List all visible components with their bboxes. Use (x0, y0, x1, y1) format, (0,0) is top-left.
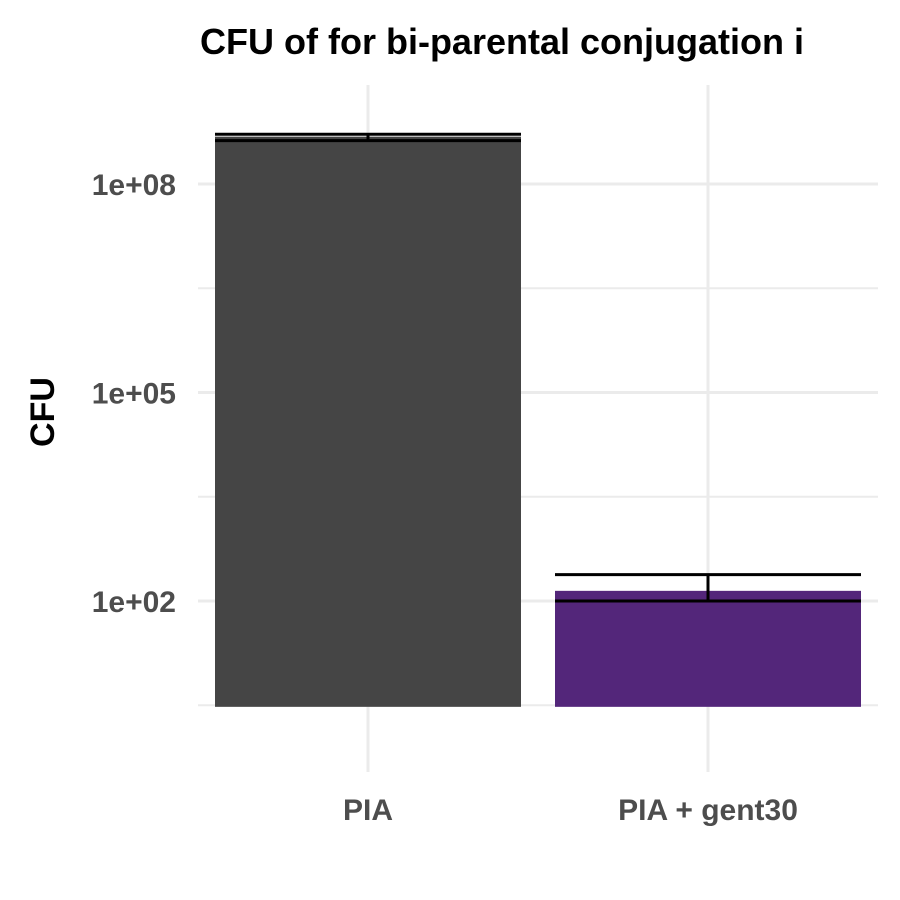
y-axis-ticks: 1e+02 1e+05 1e+08 (92, 169, 176, 619)
bar-pia-gent30 (555, 590, 861, 707)
x-axis-ticks: PIA PIA + gent30 (343, 794, 798, 827)
bar-pia (215, 136, 521, 707)
error-bar (555, 573, 861, 603)
y-tick-label: 1e+05 (92, 378, 176, 411)
y-axis-label: CFU (24, 377, 62, 447)
chart-title: CFU of for bi-parental conjugation i (200, 21, 804, 62)
y-tick-label: 1e+02 (92, 586, 176, 619)
bars (215, 136, 861, 707)
error-bar (215, 132, 521, 143)
x-tick-label: PIA + gent30 (618, 794, 798, 827)
y-tick-label: 1e+08 (92, 169, 176, 202)
x-tick-label: PIA (343, 794, 393, 827)
error-bars (215, 132, 861, 603)
